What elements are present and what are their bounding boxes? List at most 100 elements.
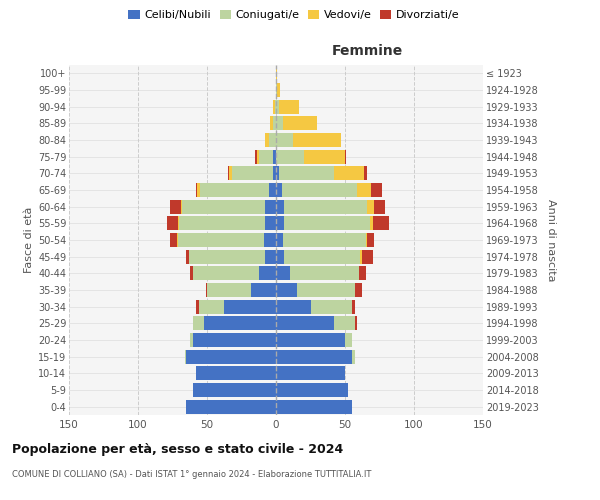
Bar: [193, 333, 276, 347]
Bar: [276, 216, 284, 230]
Bar: [276, 233, 283, 247]
Bar: [374, 200, 385, 214]
Bar: [284, 200, 367, 214]
Bar: [200, 183, 269, 197]
Bar: [311, 300, 352, 314]
Bar: [276, 250, 284, 264]
Bar: [224, 300, 276, 314]
Bar: [276, 383, 348, 397]
Bar: [170, 233, 176, 247]
Bar: [276, 266, 290, 280]
Bar: [269, 133, 276, 147]
Bar: [276, 116, 283, 130]
Bar: [265, 250, 276, 264]
Bar: [189, 250, 265, 264]
Bar: [283, 116, 317, 130]
Bar: [276, 316, 334, 330]
Bar: [273, 166, 276, 180]
Bar: [276, 133, 293, 147]
Bar: [355, 316, 358, 330]
Bar: [355, 283, 362, 297]
Bar: [279, 100, 299, 114]
Bar: [345, 333, 352, 347]
Text: Popolazione per età, sesso e stato civile - 2024: Popolazione per età, sesso e stato civil…: [12, 442, 343, 456]
Y-axis label: Anni di nascita: Anni di nascita: [545, 198, 556, 281]
Bar: [170, 200, 181, 214]
Bar: [352, 350, 355, 364]
Bar: [276, 200, 284, 214]
Bar: [196, 366, 276, 380]
Bar: [276, 283, 296, 297]
Bar: [167, 216, 178, 230]
Bar: [334, 316, 355, 330]
Bar: [259, 266, 276, 280]
Bar: [190, 333, 193, 347]
Bar: [277, 83, 280, 97]
Bar: [179, 216, 265, 230]
Bar: [271, 116, 273, 130]
Bar: [281, 183, 358, 197]
Bar: [187, 250, 189, 264]
Bar: [276, 183, 281, 197]
Bar: [251, 283, 276, 297]
Bar: [276, 66, 277, 80]
Bar: [276, 300, 311, 314]
Bar: [276, 333, 345, 347]
Bar: [256, 150, 257, 164]
Bar: [265, 216, 276, 230]
Bar: [359, 266, 366, 280]
Bar: [190, 266, 193, 280]
Bar: [265, 133, 269, 147]
Bar: [371, 183, 382, 197]
Bar: [176, 233, 178, 247]
Bar: [276, 150, 304, 164]
Bar: [193, 316, 204, 330]
Bar: [366, 233, 367, 247]
Bar: [206, 283, 207, 297]
Bar: [358, 183, 371, 197]
Bar: [360, 250, 362, 264]
Bar: [269, 183, 276, 197]
Bar: [352, 300, 355, 314]
Bar: [283, 233, 366, 247]
Bar: [276, 83, 277, 97]
Bar: [284, 250, 360, 264]
Bar: [284, 216, 370, 230]
Bar: [193, 266, 259, 280]
Bar: [276, 100, 279, 114]
Bar: [362, 250, 373, 264]
Bar: [185, 350, 187, 364]
Bar: [182, 200, 265, 214]
Bar: [265, 200, 276, 214]
Bar: [296, 283, 355, 297]
Bar: [273, 116, 276, 130]
Bar: [290, 266, 359, 280]
Bar: [334, 166, 364, 180]
Bar: [181, 200, 182, 214]
Bar: [373, 216, 389, 230]
Bar: [276, 166, 279, 180]
Bar: [257, 150, 259, 164]
Bar: [364, 166, 367, 180]
Bar: [276, 400, 352, 414]
Bar: [178, 216, 179, 230]
Bar: [276, 366, 345, 380]
Bar: [293, 133, 341, 147]
Bar: [207, 283, 251, 297]
Bar: [367, 233, 374, 247]
Bar: [279, 166, 334, 180]
Bar: [345, 150, 346, 164]
Bar: [199, 300, 224, 314]
Bar: [193, 383, 276, 397]
Bar: [178, 233, 263, 247]
Bar: [232, 166, 273, 180]
Legend: Celibi/Nubili, Coniugati/e, Vedovi/e, Divorziati/e: Celibi/Nubili, Coniugati/e, Vedovi/e, Di…: [124, 6, 464, 25]
Bar: [370, 216, 373, 230]
Bar: [229, 166, 232, 180]
Bar: [187, 350, 276, 364]
Bar: [273, 150, 276, 164]
Bar: [276, 350, 352, 364]
Bar: [273, 100, 275, 114]
Bar: [196, 300, 199, 314]
Bar: [196, 183, 197, 197]
